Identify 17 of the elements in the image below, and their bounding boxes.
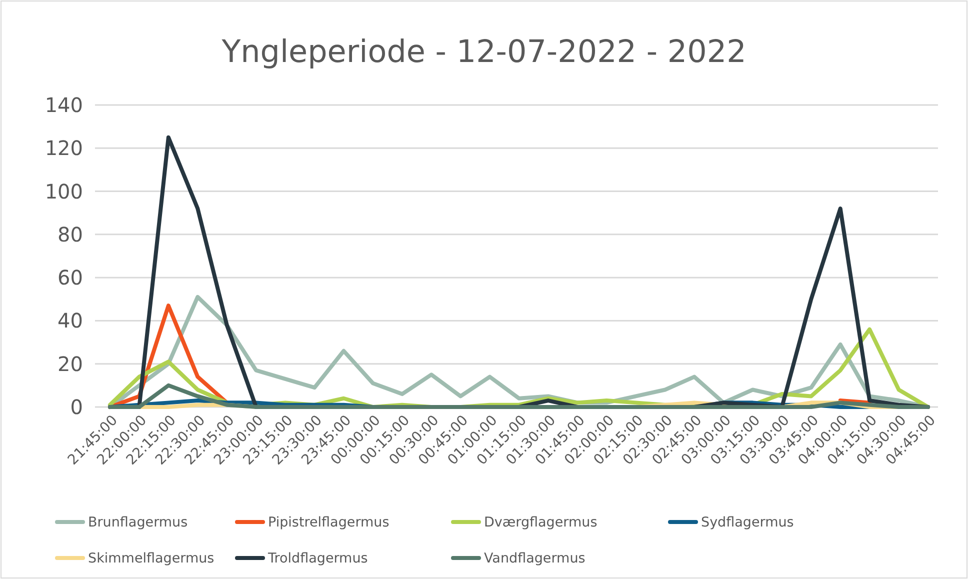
legend-label: Sydflagermus: [701, 514, 794, 531]
legend-label: Skimmelflagermus: [88, 550, 214, 567]
y-tick-label: 120: [44, 136, 83, 160]
legend-label: Brunflagermus: [88, 514, 188, 531]
y-tick-label: 100: [44, 179, 83, 204]
y-tick-label: 0: [70, 395, 83, 419]
chart-title: Yngleperiode - 12-07-2022 - 2022: [220, 34, 746, 70]
line-series: [108, 383, 930, 409]
legend-label: Troldflagermus: [267, 550, 368, 567]
legend-label: Dværgflagermus: [484, 514, 598, 531]
legend-label: Vandflagermus: [484, 550, 586, 567]
legend-label: Pipistrelflagermus: [268, 514, 390, 531]
y-tick-label: 20: [58, 352, 83, 376]
y-tick-label: 140: [44, 93, 83, 117]
y-tick-label: 80: [58, 222, 83, 246]
y-tick-label: 60: [58, 266, 83, 290]
y-tick-label: 40: [58, 308, 83, 333]
